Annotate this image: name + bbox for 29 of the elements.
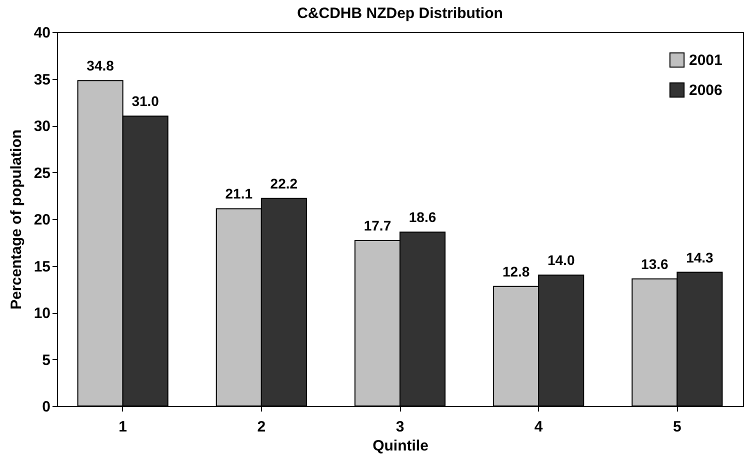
data-label: 17.7 [364,218,392,234]
chart-title: C&CDHB NZDep Distribution [297,5,503,22]
data-label: 13.6 [641,256,668,272]
y-tick-label: 40 [34,24,50,42]
data-label: 14.3 [686,249,714,266]
y-axis-title: Percentage of population [8,129,25,310]
data-label: 31.0 [132,93,160,110]
x-tick-label: 5 [673,418,682,436]
legend-label: 2006 [689,82,722,99]
y-tick-label: 0 [42,398,50,416]
y-tick-label: 35 [34,71,50,88]
data-label: 34.8 [86,58,114,74]
data-label: 22.2 [270,175,298,192]
data-label: 14.0 [547,252,575,268]
y-tick-label: 5 [42,352,50,369]
x-axis-title: Quintile [372,438,428,454]
data-label: 21.1 [225,186,253,202]
data-label: 18.6 [408,209,436,226]
x-tick-label: 4 [534,418,544,436]
y-tick-label: 30 [34,118,50,135]
y-tick-label: 20 [34,212,50,228]
x-tick-label: 2 [257,418,266,436]
legend-label: 2001 [689,52,722,69]
x-tick-label: 1 [118,418,127,436]
x-tick-label: 3 [396,418,404,436]
data-label: 12.8 [502,263,530,280]
y-tick-label: 25 [34,164,50,182]
y-tick-label: 10 [34,305,50,322]
y-tick-label: 15 [34,258,50,276]
